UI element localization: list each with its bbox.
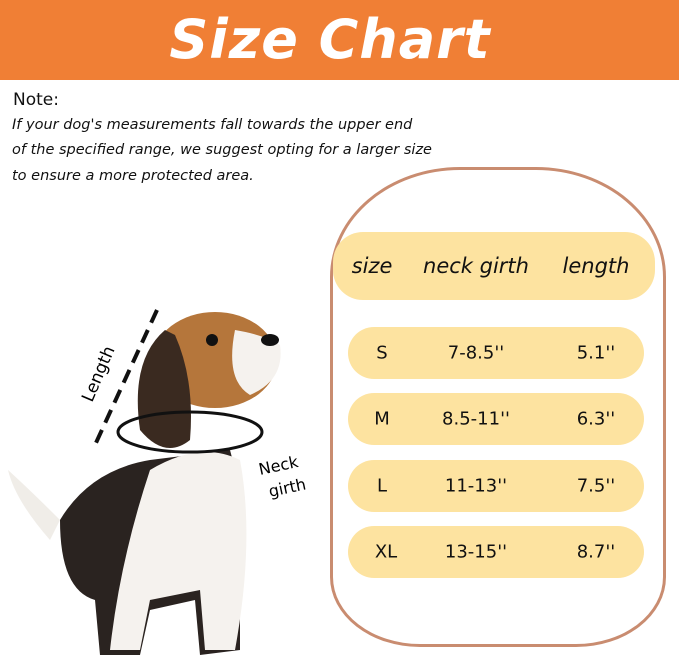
neck-cell: 11-13''	[444, 475, 508, 497]
note-line: If your dog's measurements fall towards …	[12, 117, 413, 133]
neck-label: Neck	[257, 452, 301, 479]
dog-tail	[8, 470, 60, 540]
dog-muzzle	[232, 330, 281, 395]
length-line	[93, 309, 159, 446]
table-row: M 8.5-11'' 6.3''	[348, 393, 644, 445]
dog-chest	[110, 452, 247, 650]
length-cell: 8.7''	[576, 541, 616, 563]
table-row: L 11-13'' 7.5''	[348, 460, 644, 512]
neck-cell: 13-15''	[444, 541, 508, 563]
size-table-frame	[330, 167, 666, 647]
table-header: size neck girth length	[333, 232, 655, 300]
girth-label: girth	[267, 475, 308, 501]
length-cell: 7.5''	[576, 475, 616, 497]
size-cell: XL	[374, 541, 398, 563]
dog-measurement-illustration: Length Neck girth	[8, 309, 308, 655]
note-line: of the specified range, we suggest optin…	[12, 142, 432, 158]
header-banner: Size Chart	[0, 0, 679, 80]
length-cell: 6.3''	[576, 408, 616, 430]
neck-cell: 7-8.5''	[447, 342, 505, 364]
size-cell: L	[376, 475, 388, 497]
size-cell: M	[374, 408, 390, 430]
table-row: XL 13-15'' 8.7''	[348, 526, 644, 578]
page-title: Size Chart	[169, 8, 491, 71]
dog-nose	[261, 334, 279, 346]
table-row: S 7-8.5'' 5.1''	[348, 327, 644, 379]
length-cell: 5.1''	[576, 342, 616, 364]
column-header: size	[351, 254, 393, 278]
column-header: length	[562, 254, 630, 278]
note-heading: Note:	[13, 90, 59, 110]
column-header: neck girth	[423, 254, 529, 278]
dog-ear	[137, 330, 191, 448]
neck-girth-line	[116, 410, 264, 454]
dog-eye	[206, 334, 218, 346]
size-cell: S	[376, 342, 388, 364]
length-label: Length	[78, 343, 119, 405]
neck-cell: 8.5-11''	[442, 408, 510, 430]
note-line: to ensure a more protected area.	[12, 168, 254, 184]
